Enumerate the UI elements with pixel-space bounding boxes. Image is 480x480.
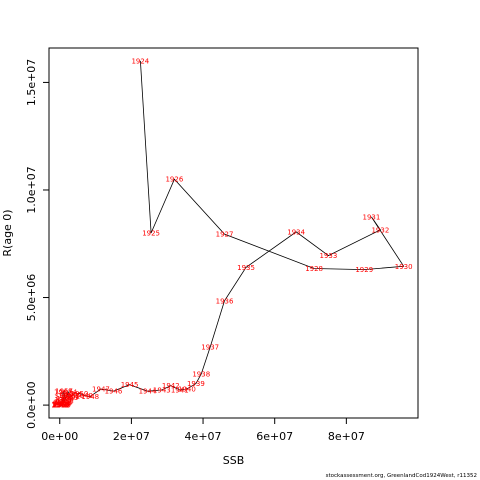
year-label: 1963	[54, 398, 72, 406]
year-label: 1950	[71, 390, 89, 398]
x-axis-title: SSB	[223, 454, 245, 467]
year-label: 1970	[52, 401, 70, 409]
year-label: 1935	[237, 264, 255, 272]
year-label: 1962	[54, 389, 72, 397]
series-line	[59, 60, 405, 407]
year-label: 1966	[53, 399, 71, 407]
year-label: 1940	[178, 385, 196, 393]
year-label: 1945	[121, 381, 139, 389]
year-label: 1937	[201, 344, 219, 352]
year-label: 1927	[216, 231, 234, 239]
year-label: 1959	[54, 399, 72, 407]
year-label: 1939	[187, 380, 205, 388]
year-label: 1965	[53, 402, 71, 410]
x-tick-label: 6e+07	[256, 430, 293, 443]
series-line-layer	[59, 60, 405, 407]
x-tick-label: 0e+00	[41, 430, 78, 443]
year-label: 1934	[287, 228, 305, 236]
x-tick-label: 8e+07	[328, 430, 365, 443]
year-label: 1944	[139, 388, 157, 396]
year-label: 1964	[53, 401, 71, 409]
year-label: 1931	[363, 213, 381, 221]
year-label: 1933	[320, 252, 338, 260]
x-tick-label: 2e+07	[113, 430, 150, 443]
year-label: 1938	[192, 370, 210, 378]
axis-ticks: 0e+00 2e+07 4e+07 6e+07 8e+07 0.0e+00 5.0e+06 1…	[25, 59, 365, 443]
year-label: 1952	[62, 393, 80, 401]
year-label: 1928	[305, 265, 323, 273]
year-label: 1946	[105, 388, 123, 396]
y-tick-label: 0.0e+00	[25, 381, 38, 428]
plot-frame	[48, 47, 419, 419]
y-tick-label: 5.0e+06	[25, 274, 38, 321]
year-label: 1949	[75, 392, 93, 400]
year-label-layer: 1924 1925 1926 1927 1928 1929 1930 1931 1932 1933…	[51, 57, 412, 409]
year-label: 1958	[56, 397, 74, 405]
year-label: 1925	[142, 230, 160, 238]
year-label: 1943	[153, 387, 171, 395]
year-label: 1972	[51, 401, 69, 409]
year-label: 1961	[54, 396, 72, 404]
year-label: 1956	[56, 395, 74, 403]
year-label: 1960	[55, 394, 73, 402]
year-label: 1955	[58, 392, 76, 400]
year-label: 1929	[355, 266, 373, 274]
year-label: 1936	[216, 297, 234, 305]
y-axis-title: R(age 0)	[1, 209, 14, 256]
x-tick-label: 4e+07	[185, 430, 222, 443]
year-label: 1957	[55, 388, 73, 396]
year-label: 1954	[59, 389, 77, 397]
year-label: 1930	[395, 263, 413, 271]
year-label: 1968	[52, 401, 70, 409]
year-label: 1967	[52, 402, 70, 410]
year-label: 1947	[92, 385, 110, 393]
year-label: 1926	[165, 176, 183, 184]
y-tick-label: 1.5e+07	[25, 59, 38, 106]
year-label: 1942	[162, 382, 180, 390]
year-label: 1953	[61, 394, 79, 402]
year-label: 1969	[52, 402, 70, 410]
year-label: 1924	[131, 57, 149, 65]
year-label: 1941	[171, 387, 189, 395]
year-label: 1951	[64, 391, 82, 399]
y-tick-label: 1.0e+07	[25, 166, 38, 213]
year-label: 1948	[81, 393, 99, 401]
year-label: 1932	[371, 226, 389, 234]
year-label: 1971	[51, 402, 69, 410]
credit-text: stockassessment.org, GreenlandCod1924Wes…	[325, 473, 477, 479]
